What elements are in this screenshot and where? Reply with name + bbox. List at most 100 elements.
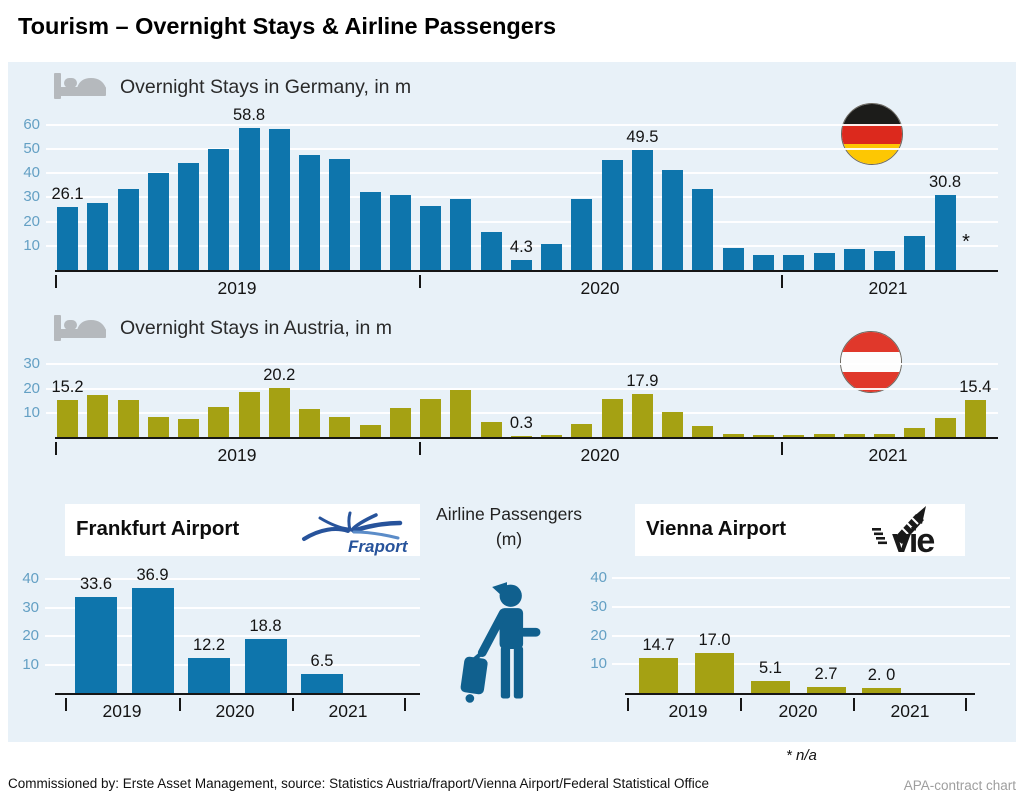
bar <box>862 688 901 693</box>
fraport-logo-text: Fraport <box>348 537 409 556</box>
bar <box>420 205 442 270</box>
grid-line <box>45 578 420 580</box>
bar <box>751 681 790 693</box>
grid-line <box>46 172 998 175</box>
bar <box>601 159 623 270</box>
x-axis-year-label: 2020 <box>778 701 818 721</box>
grid-line <box>46 220 998 223</box>
flag-stripe <box>841 372 901 392</box>
bar <box>238 127 260 270</box>
bar <box>87 203 109 270</box>
bar <box>541 243 563 270</box>
grid-line <box>46 123 998 126</box>
value-label: 49.5 <box>626 128 659 147</box>
y-axis-label: 30 <box>23 188 40 206</box>
x-axis-tick <box>404 698 406 711</box>
y-axis-label: 10 <box>22 655 39 673</box>
value-label: 58.8 <box>232 105 266 124</box>
apa-credit: APA-contract chart <box>903 778 1016 793</box>
bar <box>692 188 714 270</box>
bar <box>450 389 472 437</box>
bar <box>722 247 744 270</box>
grid-line <box>46 148 998 150</box>
value-label: 6.5 <box>310 652 334 671</box>
x-axis-year-label: 2021 <box>328 701 368 721</box>
bar <box>208 148 230 270</box>
x-axis <box>55 693 420 695</box>
value-label: 12.2 <box>192 636 226 655</box>
x-axis-tick <box>65 698 67 711</box>
bar <box>571 423 593 437</box>
grid-line <box>612 605 1010 608</box>
x-axis-year-label: 2021 <box>890 701 930 721</box>
bed-icon <box>54 315 106 341</box>
y-axis-label: 20 <box>23 212 40 230</box>
bar <box>147 172 169 270</box>
value-label: 20.2 <box>263 366 296 385</box>
bar <box>147 416 169 437</box>
bar <box>329 159 351 270</box>
y-axis-label: 50 <box>23 140 40 157</box>
bar <box>843 433 865 437</box>
y-axis-label: 10 <box>23 236 40 254</box>
grid-line <box>612 663 1010 666</box>
flag-stripe <box>842 104 902 124</box>
y-axis-label: 20 <box>22 627 39 644</box>
bar <box>480 422 502 437</box>
y-axis-label: 20 <box>590 626 607 644</box>
bar <box>268 388 290 437</box>
y-axis-label: 60 <box>23 115 40 133</box>
bar <box>178 419 200 437</box>
bar <box>874 250 896 270</box>
bar <box>639 658 678 693</box>
bar <box>783 435 805 437</box>
grid-line <box>46 363 998 366</box>
bar <box>904 235 926 270</box>
value-label: 2. 0 <box>867 666 896 685</box>
bar <box>359 424 381 437</box>
x-axis-tick <box>55 275 57 288</box>
bar <box>299 154 321 270</box>
x-axis-tick <box>627 698 629 711</box>
y-axis-label: 10 <box>23 403 40 421</box>
grid-line <box>45 635 420 637</box>
austria-flag-icon <box>840 331 902 393</box>
y-axis-label: 40 <box>590 569 607 587</box>
fraport-logo: Fraport <box>302 511 409 556</box>
grid-line <box>46 411 998 414</box>
page-title: Tourism – Overnight Stays & Airline Pass… <box>18 13 557 39</box>
value-label: 14.7 <box>642 636 675 655</box>
y-axis-label: 20 <box>23 379 40 397</box>
x-axis-tick <box>781 442 783 455</box>
source-credit-line: Commissioned by: Erste Asset Management,… <box>8 776 710 791</box>
bar <box>904 428 926 437</box>
vie-logo-text: vie <box>892 522 934 556</box>
bar <box>57 206 78 270</box>
grid-line <box>46 244 998 247</box>
na-footnote: * n/a <box>786 747 817 764</box>
bar <box>752 254 774 270</box>
center-label-line1: Airline Passengers <box>436 504 582 524</box>
bar <box>480 232 502 270</box>
bar <box>806 686 846 693</box>
vie-logo: vie <box>872 506 936 556</box>
grid-line <box>612 634 1010 637</box>
x-axis-year-label: 2019 <box>217 445 257 465</box>
grid-line <box>45 663 420 666</box>
bar <box>934 195 956 270</box>
value-label: 4.3 <box>509 237 533 256</box>
traveler-icon <box>460 582 541 703</box>
y-axis-label: 40 <box>23 164 40 182</box>
bar <box>783 255 805 270</box>
x-axis-year-label: 2021 <box>868 278 908 298</box>
value-label: 30.8 <box>928 173 962 192</box>
bar <box>299 408 321 437</box>
value-label: 15.4 <box>959 377 992 396</box>
bar <box>450 198 472 270</box>
grid-line <box>46 196 998 199</box>
bar <box>934 417 956 437</box>
value-label: 15.2 <box>51 378 84 397</box>
x-axis-year-label: 2020 <box>580 278 620 298</box>
x-axis-tick <box>740 698 742 711</box>
y-axis-label: 30 <box>23 355 40 373</box>
